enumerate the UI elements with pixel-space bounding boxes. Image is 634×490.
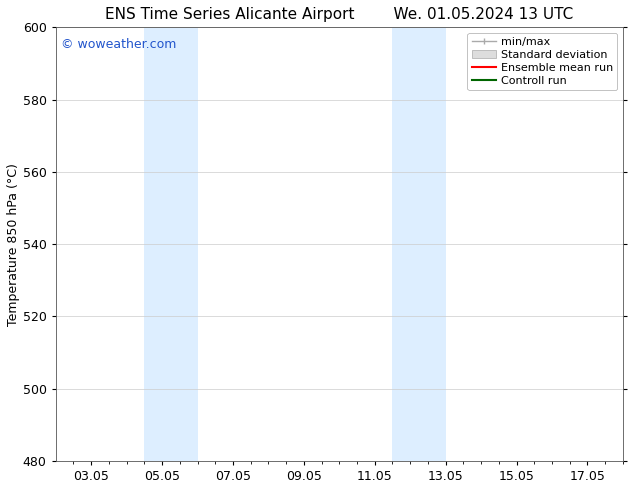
Legend: min/max, Standard deviation, Ensemble mean run, Controll run: min/max, Standard deviation, Ensemble me…	[467, 33, 618, 90]
Title: ENS Time Series Alicante Airport        We. 01.05.2024 13 UTC: ENS Time Series Alicante Airport We. 01.…	[105, 7, 573, 22]
Y-axis label: Temperature 850 hPa (°C): Temperature 850 hPa (°C)	[7, 163, 20, 325]
Bar	[392, 27, 446, 461]
Bar	[145, 27, 198, 461]
Text: © woweather.com: © woweather.com	[61, 38, 177, 51]
